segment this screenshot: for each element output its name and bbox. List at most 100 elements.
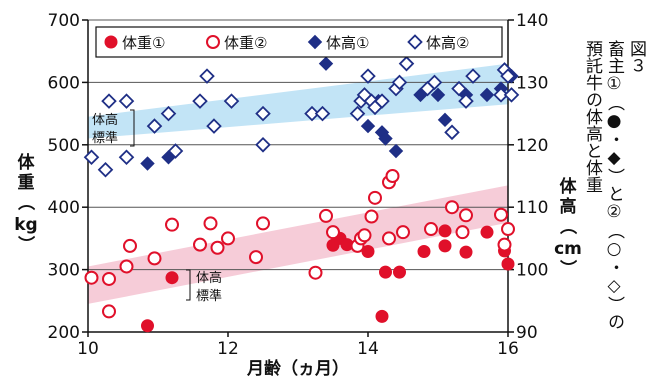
point-series-2 — [210, 240, 225, 255]
y-left-tick-label: 600 — [48, 73, 80, 93]
legend-label: 体高① — [326, 34, 369, 52]
point-series-3 — [388, 143, 404, 159]
point-series-2 — [494, 207, 508, 222]
y-left-tick-label: 700 — [48, 11, 80, 31]
standard-bands — [88, 63, 508, 304]
point-series-3 — [140, 156, 155, 171]
point-series-4 — [101, 93, 117, 109]
point-series-4 — [465, 68, 481, 84]
point-series-1 — [361, 245, 375, 259]
y-right-title-part: cm — [554, 239, 582, 259]
point-series-2 — [497, 237, 512, 252]
data-points — [83, 55, 520, 333]
legend-marker — [206, 35, 220, 49]
point-series-4 — [503, 87, 520, 103]
point-series-2 — [84, 270, 99, 285]
y-right-title-part: ） — [557, 260, 578, 277]
point-series-4 — [118, 93, 135, 109]
y-right-tick-label: 140 — [516, 11, 548, 31]
y-right-title-part: （ — [557, 218, 578, 235]
y-left-title-part: 体 — [18, 152, 36, 173]
x-tick-label: 16 — [497, 339, 519, 359]
tick-labels: 200 300 400 500 600 700 90 100 110 120 130 140 10 12 1… — [48, 11, 549, 359]
point-series-4 — [160, 105, 177, 122]
point-series-2 — [147, 251, 162, 266]
legend-marker — [104, 35, 118, 49]
legend-marker — [407, 34, 423, 50]
point-series-1 — [393, 265, 406, 279]
point-series-4 — [83, 149, 100, 166]
x-tick-label: 10 — [77, 339, 99, 359]
point-series-2 — [221, 231, 235, 246]
point-series-2 — [357, 228, 372, 243]
band-label-line2: 標準 — [196, 288, 222, 304]
point-series-2 — [459, 208, 473, 223]
point-series-4 — [199, 68, 215, 84]
point-series-3 — [479, 87, 495, 103]
band-label-line1: 体高 — [196, 270, 222, 286]
point-series-4 — [97, 161, 114, 178]
legend-label: 体重② — [224, 34, 267, 52]
point-series-4 — [444, 124, 460, 141]
y-left-title-part: （ — [15, 194, 36, 211]
point-series-4 — [360, 68, 376, 84]
point-series-2 — [308, 265, 323, 280]
point-series-2 — [119, 259, 134, 274]
caption-column: 預託牛の体高と体重 — [582, 40, 603, 193]
x-axis-title: 月齢（ヵ月） — [246, 358, 349, 379]
point-series-1 — [417, 245, 431, 259]
band-bracket — [130, 109, 135, 147]
point-series-2 — [193, 237, 207, 252]
point-series-2 — [396, 225, 410, 240]
y-right-tick-label: 100 — [516, 261, 548, 281]
legend: 体重① 体重② 体高① 体高② — [95, 26, 503, 58]
point-series-4 — [314, 105, 331, 122]
point-series-4 — [451, 80, 467, 97]
point-series-2 — [455, 225, 470, 240]
point-series-4 — [374, 93, 390, 109]
point-series-2 — [203, 216, 218, 231]
point-series-2 — [249, 250, 263, 265]
x-tick-label: 12 — [217, 339, 239, 359]
band-bracket — [186, 269, 191, 301]
y-left-title-part: ） — [15, 236, 36, 253]
point-series-4 — [167, 143, 184, 159]
caption-column: 畜主①（●・◆）と②（○・◇）の — [604, 40, 625, 330]
point-series-4 — [500, 68, 516, 84]
point-series-4 — [426, 74, 443, 91]
y-right-tick-label: 90 — [516, 323, 538, 343]
point-series-4 — [206, 118, 222, 134]
point-series-4 — [398, 55, 415, 72]
legend-box — [95, 26, 503, 58]
point-series-1 — [375, 309, 389, 323]
point-series-4 — [391, 74, 408, 91]
point-series-2 — [424, 222, 438, 237]
point-series-4 — [304, 105, 320, 122]
point-series-4 — [146, 118, 163, 134]
point-series-4 — [192, 93, 208, 109]
point-series-2 — [123, 238, 137, 253]
point-series-2 — [382, 231, 396, 246]
y-right-title-part: 高 — [560, 196, 577, 217]
y-right-tick-label: 120 — [516, 136, 548, 156]
y-left-tick-label: 200 — [48, 323, 80, 343]
y-left-title-part: kg — [14, 215, 37, 235]
point-series-4 — [255, 137, 271, 153]
point-series-1 — [379, 265, 392, 279]
point-series-1 — [165, 271, 179, 285]
point-series-3 — [437, 112, 453, 128]
point-series-1 — [141, 319, 154, 333]
legend-label: 体重① — [122, 34, 165, 52]
point-series-1 — [480, 225, 494, 239]
y-right-title-part: 体 — [560, 176, 578, 197]
point-series-2 — [364, 209, 379, 224]
y-left-tick-label: 400 — [48, 198, 80, 218]
point-series-2 — [445, 200, 459, 215]
point-series-2 — [102, 304, 116, 319]
point-series-2 — [326, 225, 340, 240]
y-left-tick-label: 300 — [48, 261, 80, 281]
point-series-4 — [458, 93, 474, 109]
point-series-1 — [459, 245, 473, 259]
